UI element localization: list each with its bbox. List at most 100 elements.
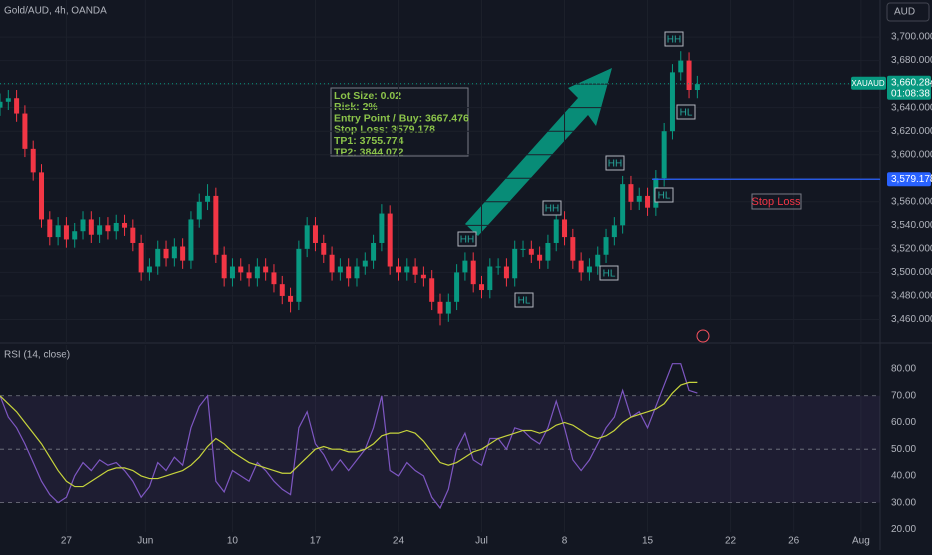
candle-body	[429, 278, 435, 302]
y-tick-label: 3,560.000	[891, 196, 932, 207]
stop-loss-price: 3,579.178	[891, 174, 932, 185]
x-tick-label: 26	[788, 536, 800, 547]
candle-body	[22, 113, 28, 149]
candle-body	[47, 219, 53, 238]
candle-body	[503, 266, 509, 279]
swing-box	[599, 265, 619, 281]
swing-label: HH	[460, 235, 474, 246]
symbol-tag	[851, 76, 886, 90]
candle-body	[155, 248, 161, 267]
candle-body	[595, 254, 601, 267]
candle-body	[512, 248, 518, 279]
y-tick-label: 3,600.000	[891, 149, 932, 160]
candle-body	[686, 60, 692, 91]
candle-body	[603, 237, 609, 255]
x-tick-label: 10	[227, 536, 239, 547]
rsi-tick-label: 30.00	[891, 497, 916, 508]
candle-body	[288, 295, 294, 302]
rsi-tick-label: 40.00	[891, 471, 916, 482]
note-line: Lot Size: 0.02	[334, 90, 401, 102]
swing-box	[654, 187, 674, 203]
candle-body	[279, 284, 285, 296]
x-tick-label: 17	[310, 536, 322, 547]
candle-body	[437, 301, 443, 314]
y-tick-label: 3,520.000	[891, 244, 932, 255]
candle-body	[263, 266, 269, 273]
candle-body	[254, 266, 260, 279]
candle-body	[296, 248, 302, 302]
candle-body	[669, 72, 675, 132]
x-tick-label: Jul	[475, 536, 488, 547]
candle-body	[645, 195, 651, 208]
rsi-tick-label: 60.00	[891, 417, 916, 428]
candle-body	[479, 284, 485, 291]
x-tick-label: 8	[562, 536, 568, 547]
candle-body	[586, 266, 592, 273]
symbol-label: XAUAUD	[851, 79, 885, 88]
x-tick-label: 15	[642, 536, 654, 547]
candle-body	[346, 266, 352, 279]
stop-loss-box	[751, 193, 802, 210]
candle-body	[354, 266, 360, 279]
x-tick-label: Aug	[852, 536, 870, 547]
candle-body	[304, 225, 310, 249]
candle-body	[362, 260, 368, 267]
candle-body	[205, 195, 211, 202]
x-tick-label: 27	[61, 536, 73, 547]
candle-body	[5, 98, 11, 102]
currency-button[interactable]	[886, 2, 930, 22]
candle-body	[553, 219, 559, 243]
y-tick-label: 3,680.000	[891, 55, 932, 66]
candle-body	[55, 225, 61, 238]
note-line: Entry Point / Buy: 3667.476	[334, 112, 469, 124]
swing-label: HL	[680, 108, 693, 119]
candle-body	[387, 213, 393, 267]
candle-body	[188, 219, 194, 261]
candle-body	[80, 219, 86, 232]
candle-body	[63, 225, 69, 240]
candle-body	[138, 242, 144, 273]
candle-body	[520, 248, 526, 250]
swing-box	[457, 231, 477, 247]
trend-arrow	[465, 68, 612, 236]
candle-body	[404, 266, 410, 273]
rsi-tick-label: 20.00	[891, 524, 916, 535]
candle-body	[445, 301, 451, 314]
x-tick-label: 22	[725, 536, 737, 547]
rsi-line	[0, 363, 698, 510]
swing-label: HH	[667, 35, 681, 46]
rsi-tick-label: 50.00	[891, 444, 916, 455]
candle-body	[321, 242, 327, 255]
candle-body	[130, 227, 136, 243]
candle-body	[312, 225, 318, 243]
candle-body	[611, 225, 617, 238]
candle-body	[487, 266, 493, 291]
rsi-title: RSI (14, close)	[4, 350, 70, 361]
stop-loss-tag	[887, 172, 931, 187]
rsi-line	[0, 381, 698, 488]
currency-label: AUD	[894, 7, 915, 18]
y-tick-label: 3,640.000	[891, 102, 932, 113]
candle-body	[337, 266, 343, 273]
event-icon	[696, 329, 710, 343]
last-price-label: 3,660.284	[891, 77, 932, 88]
candle-body	[578, 260, 584, 273]
swing-box	[514, 292, 534, 308]
candle-body	[97, 225, 103, 235]
rsi-tick-label: 80.00	[891, 364, 916, 375]
candle-body	[570, 237, 576, 261]
x-tick-label: Jun	[137, 536, 153, 547]
countdown-label: 01:08:38	[891, 88, 930, 99]
candle-body	[395, 266, 401, 273]
swing-box	[605, 155, 625, 171]
candle-body	[537, 254, 543, 261]
candle-body	[39, 172, 45, 220]
candle-body	[213, 195, 219, 255]
candle-body	[462, 260, 468, 273]
chart-title: Gold/AUD, 4h, OANDA	[4, 6, 107, 17]
swing-box	[542, 200, 562, 216]
x-tick-label: 24	[393, 536, 405, 547]
candle-body	[412, 266, 418, 275]
y-tick-label: 3,620.000	[891, 126, 932, 137]
